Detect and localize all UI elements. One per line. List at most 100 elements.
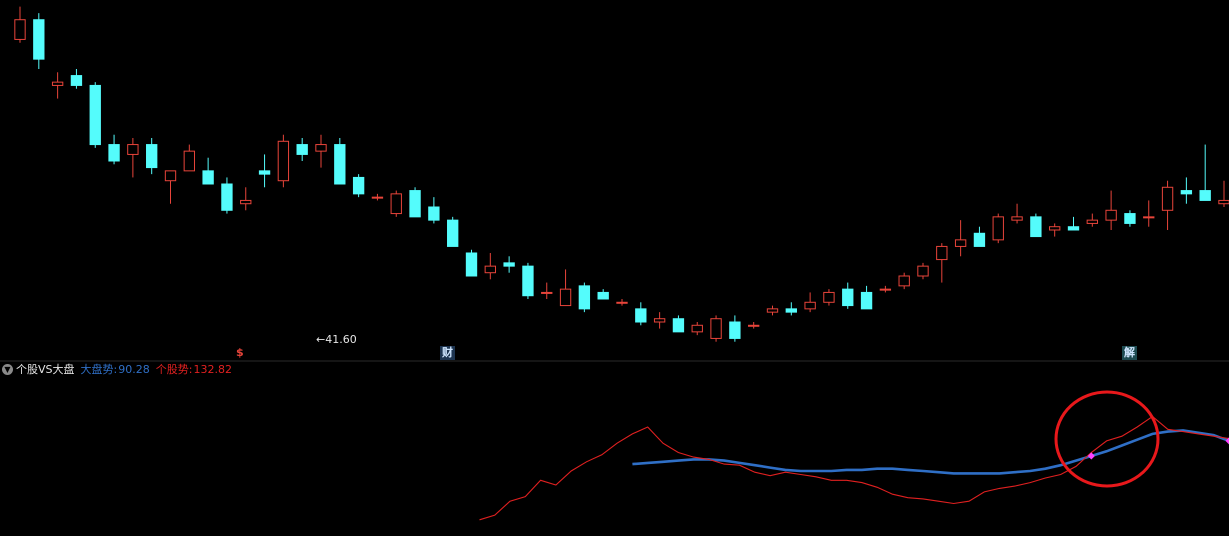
candle (635, 302, 647, 326)
candle-body (653, 318, 666, 323)
candle (503, 256, 515, 273)
candle (917, 262, 929, 280)
candle (221, 177, 233, 214)
candle-body (296, 144, 308, 155)
candle (127, 138, 139, 178)
candle (559, 269, 572, 307)
candle (334, 138, 346, 185)
candle-body (465, 252, 478, 277)
candle (484, 253, 496, 280)
cross-point (1087, 452, 1095, 460)
candle (973, 226, 986, 247)
indicator-name[interactable]: 个股VS大盘 (16, 363, 75, 376)
candle (108, 134, 120, 165)
candle-body (1199, 190, 1211, 201)
candle (1086, 213, 1098, 227)
candle (691, 322, 703, 336)
candle-body (352, 176, 365, 195)
candle-body (842, 288, 854, 307)
candle-body (447, 219, 459, 247)
candle (1124, 210, 1136, 227)
candle (447, 216, 459, 247)
candle (522, 262, 534, 299)
candle (842, 282, 854, 309)
candle-body (597, 291, 609, 300)
highlight-circle (1054, 390, 1160, 488)
candle-body (14, 19, 26, 40)
candle-body (1011, 216, 1023, 221)
candle-body (992, 216, 1004, 241)
candle (672, 315, 685, 333)
candle-body (371, 196, 384, 199)
candle (785, 302, 797, 316)
market-trend-label: 大盘势: (80, 363, 118, 376)
candle-body (729, 321, 741, 339)
candle-body (1143, 216, 1155, 219)
candle-body (823, 291, 835, 303)
candle-body (1105, 209, 1117, 221)
event-marker-finance[interactable]: 财 (440, 346, 455, 360)
candle (296, 138, 308, 161)
candle-body (578, 285, 591, 310)
candle (1030, 213, 1042, 238)
chevron-down-icon[interactable]: ▼ (2, 363, 13, 375)
stock-trend-label: 个股势: (155, 363, 193, 376)
candle-body (183, 150, 195, 172)
candle (1143, 200, 1155, 227)
candle-body (541, 291, 553, 294)
candle-body (221, 183, 233, 211)
candle-body (1030, 216, 1042, 238)
candle-body (202, 170, 214, 185)
candle (51, 72, 64, 99)
low-price-annotation: ←41.60 (316, 333, 357, 346)
candle (1180, 177, 1193, 204)
candle-body (51, 81, 64, 86)
candle-body (409, 190, 421, 218)
candle (258, 154, 271, 188)
candle-body (1218, 199, 1229, 205)
candle (70, 69, 83, 89)
candle (748, 322, 760, 329)
candle-body (428, 206, 440, 221)
candle (954, 220, 967, 257)
candle (164, 170, 177, 204)
candle-body (1049, 226, 1061, 231)
stock-trend-value: 132.82 (193, 362, 232, 376)
candle (33, 13, 45, 69)
candle (823, 289, 835, 306)
candle-body (33, 19, 45, 60)
candle-body (390, 193, 402, 215)
candle-body (1124, 213, 1136, 224)
candle-body (672, 318, 685, 333)
candle-body (785, 308, 797, 313)
candle-body (146, 144, 158, 169)
event-marker-dividend[interactable]: $ (236, 346, 244, 359)
candle-body (315, 144, 327, 152)
candle (936, 243, 948, 283)
candle-body (766, 308, 779, 313)
candle (202, 157, 214, 185)
candle (315, 134, 327, 168)
candle-body (484, 265, 496, 274)
candle (1067, 216, 1080, 231)
candle-body (334, 144, 346, 185)
candlestick-series (14, 6, 1229, 342)
candle (653, 312, 666, 329)
candle-body (1067, 226, 1080, 231)
candle-body (954, 239, 967, 247)
candle-body (1161, 186, 1174, 211)
candle (578, 282, 591, 313)
candle-body (710, 318, 722, 339)
candle-body (635, 308, 647, 323)
candle-body (804, 301, 816, 310)
candle (1199, 144, 1211, 201)
candle (14, 6, 26, 43)
event-marker-unlock[interactable]: 解 (1122, 346, 1137, 360)
candle (1161, 180, 1174, 230)
candle-body (503, 262, 515, 267)
candle (597, 289, 609, 300)
candle (277, 134, 290, 188)
candle-body (164, 170, 177, 182)
candle-body (691, 324, 703, 333)
